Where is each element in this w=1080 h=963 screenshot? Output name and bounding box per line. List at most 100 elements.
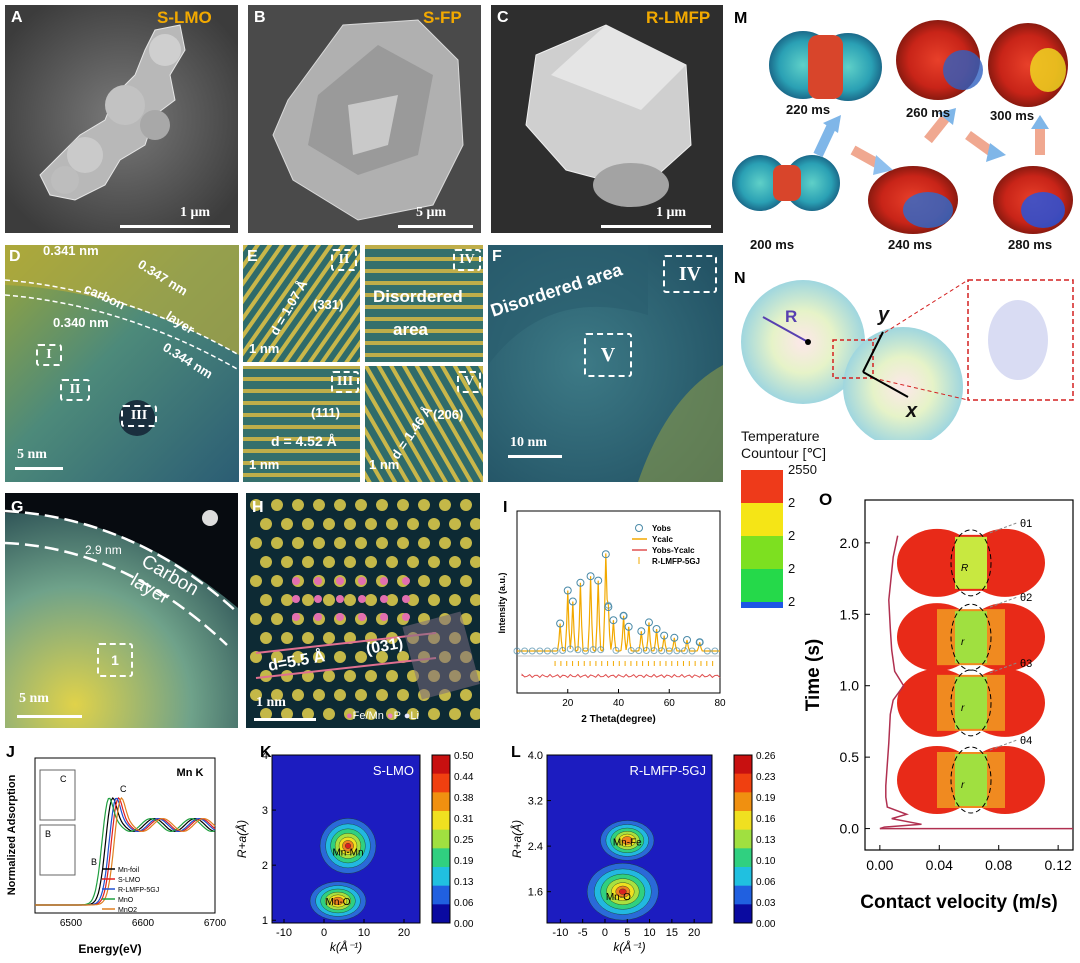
disordered-label: Disordered <box>373 287 463 306</box>
yobs-point <box>660 631 669 640</box>
colorbar-segment <box>734 885 752 905</box>
atom-column <box>397 537 409 549</box>
atom-column <box>376 537 388 549</box>
scale-bar <box>508 455 562 458</box>
yobs-point <box>568 597 577 606</box>
atom-column <box>386 594 398 606</box>
colorbar-segment <box>734 811 752 831</box>
atom-column <box>365 556 377 568</box>
x-tick-label: 6600 <box>132 918 155 929</box>
inset-label: B <box>91 857 97 867</box>
lattice-label: 0.341 nm <box>43 245 99 258</box>
atom-column <box>355 537 367 549</box>
yobs-point <box>680 647 688 655</box>
y-tick-label: 2 <box>262 860 268 872</box>
yobs-point <box>563 586 572 595</box>
atom-column <box>344 632 356 644</box>
yobs-point <box>673 647 681 655</box>
sample-title: R-LMFP <box>646 8 711 27</box>
atom-column <box>386 708 398 720</box>
peak-label: Mn-Mn <box>332 847 363 858</box>
scale-bar <box>601 225 711 228</box>
x-tick-label: 6700 <box>204 918 227 929</box>
colorbar-segment <box>432 904 450 924</box>
x-tick-label: 60 <box>664 698 676 709</box>
region-box: III <box>331 371 359 393</box>
panel-j-xanes: J C B C B Mn K Mn-foil S-LMO R-LMFP-5GJ MnO MnO2 6… <box>0 740 232 963</box>
yobs-point <box>576 578 585 587</box>
colorbar-label: 0.25 <box>454 835 474 846</box>
colorbar-segment <box>432 885 450 905</box>
atom-column <box>281 594 293 606</box>
panel-m-simulation: M 220 ms 260 ms 300 ms 200 ms 240 ms 280… <box>728 5 1080 260</box>
yobs-point <box>604 601 612 609</box>
panel-letter: N <box>734 270 746 287</box>
yobs-point <box>604 603 613 611</box>
atom-column <box>281 518 293 530</box>
atom-column <box>334 499 346 511</box>
x-tick-label: 10 <box>643 927 655 939</box>
atom-column <box>250 575 262 587</box>
colorbar-segment <box>734 792 752 812</box>
sem-image-c <box>491 5 723 233</box>
atom-column <box>449 708 461 720</box>
atom-fe-mn <box>336 613 344 621</box>
scale-label: 1 nm <box>369 457 400 472</box>
atom-column <box>323 556 335 568</box>
y-tick-label: 1.6 <box>528 887 543 899</box>
y-tick-label: 3.2 <box>528 796 543 808</box>
atom-column <box>271 537 283 549</box>
time-label: 200 ms <box>750 237 795 252</box>
colorbar-segment <box>432 867 450 887</box>
y-tick-label: 0.5 <box>840 749 860 765</box>
neck-outline <box>950 669 992 737</box>
radius-label: R <box>785 307 798 326</box>
colorbar-label: 0.06 <box>454 898 474 909</box>
x-tick-label: -10 <box>276 927 292 939</box>
atom-column <box>260 594 272 606</box>
yobs-point <box>574 646 582 654</box>
region-box: I <box>36 344 62 366</box>
atom-column <box>386 518 398 530</box>
atom-column <box>302 594 314 606</box>
time-label: 300 ms <box>990 108 1035 123</box>
panel-letter: J <box>6 744 15 761</box>
yobs-point <box>650 647 658 655</box>
panel-letter: I <box>503 499 508 516</box>
colorbar-segment <box>432 773 450 793</box>
colorbar-segment <box>432 792 450 812</box>
yobs-point <box>597 646 605 654</box>
legend-label: Yobs <box>652 524 672 533</box>
radius-label: r <box>961 637 965 648</box>
atom-column <box>260 632 272 644</box>
atom-column <box>418 575 430 587</box>
panel-c-sem: C R-LMFP 1 μm <box>491 5 723 233</box>
atom-column <box>271 575 283 587</box>
panel-k-wavelet: K S-LMO Mn-Mn Mn-O -10 0 10 20 1 2 3 4 k(Å⁻¹) R+a(Å)… <box>232 740 497 963</box>
legend-marker <box>635 524 643 532</box>
radius-label: r <box>961 703 965 714</box>
yobs-point <box>551 647 559 655</box>
x-tick-label: 20 <box>688 927 700 939</box>
legend-label: R-LMFP-5GJ <box>652 557 700 566</box>
sample-label: R-LMFP-5GJ <box>629 763 706 778</box>
panel-letter: C <box>497 9 509 26</box>
legend-label: Yobs-Ycalc <box>652 546 695 555</box>
atom-fe-mn <box>402 577 410 585</box>
legend-label: S-LMO <box>118 877 141 884</box>
temperature-swatch <box>741 536 783 569</box>
yobs-point <box>543 647 551 655</box>
y-tick-label: 1 <box>262 915 268 927</box>
atom-column <box>397 651 409 663</box>
colorbar-segment <box>734 773 752 793</box>
atom-column <box>439 575 451 587</box>
tem-image-f <box>488 245 723 482</box>
region-box: III <box>121 405 157 427</box>
temperature-swatch <box>741 569 783 602</box>
atom-column <box>334 689 346 701</box>
legend-label: Mn-foil <box>118 867 139 874</box>
atom-column <box>281 556 293 568</box>
plot-frame <box>864 499 1074 851</box>
yobs-point <box>513 647 521 655</box>
y-tick-label: 3 <box>262 805 268 817</box>
